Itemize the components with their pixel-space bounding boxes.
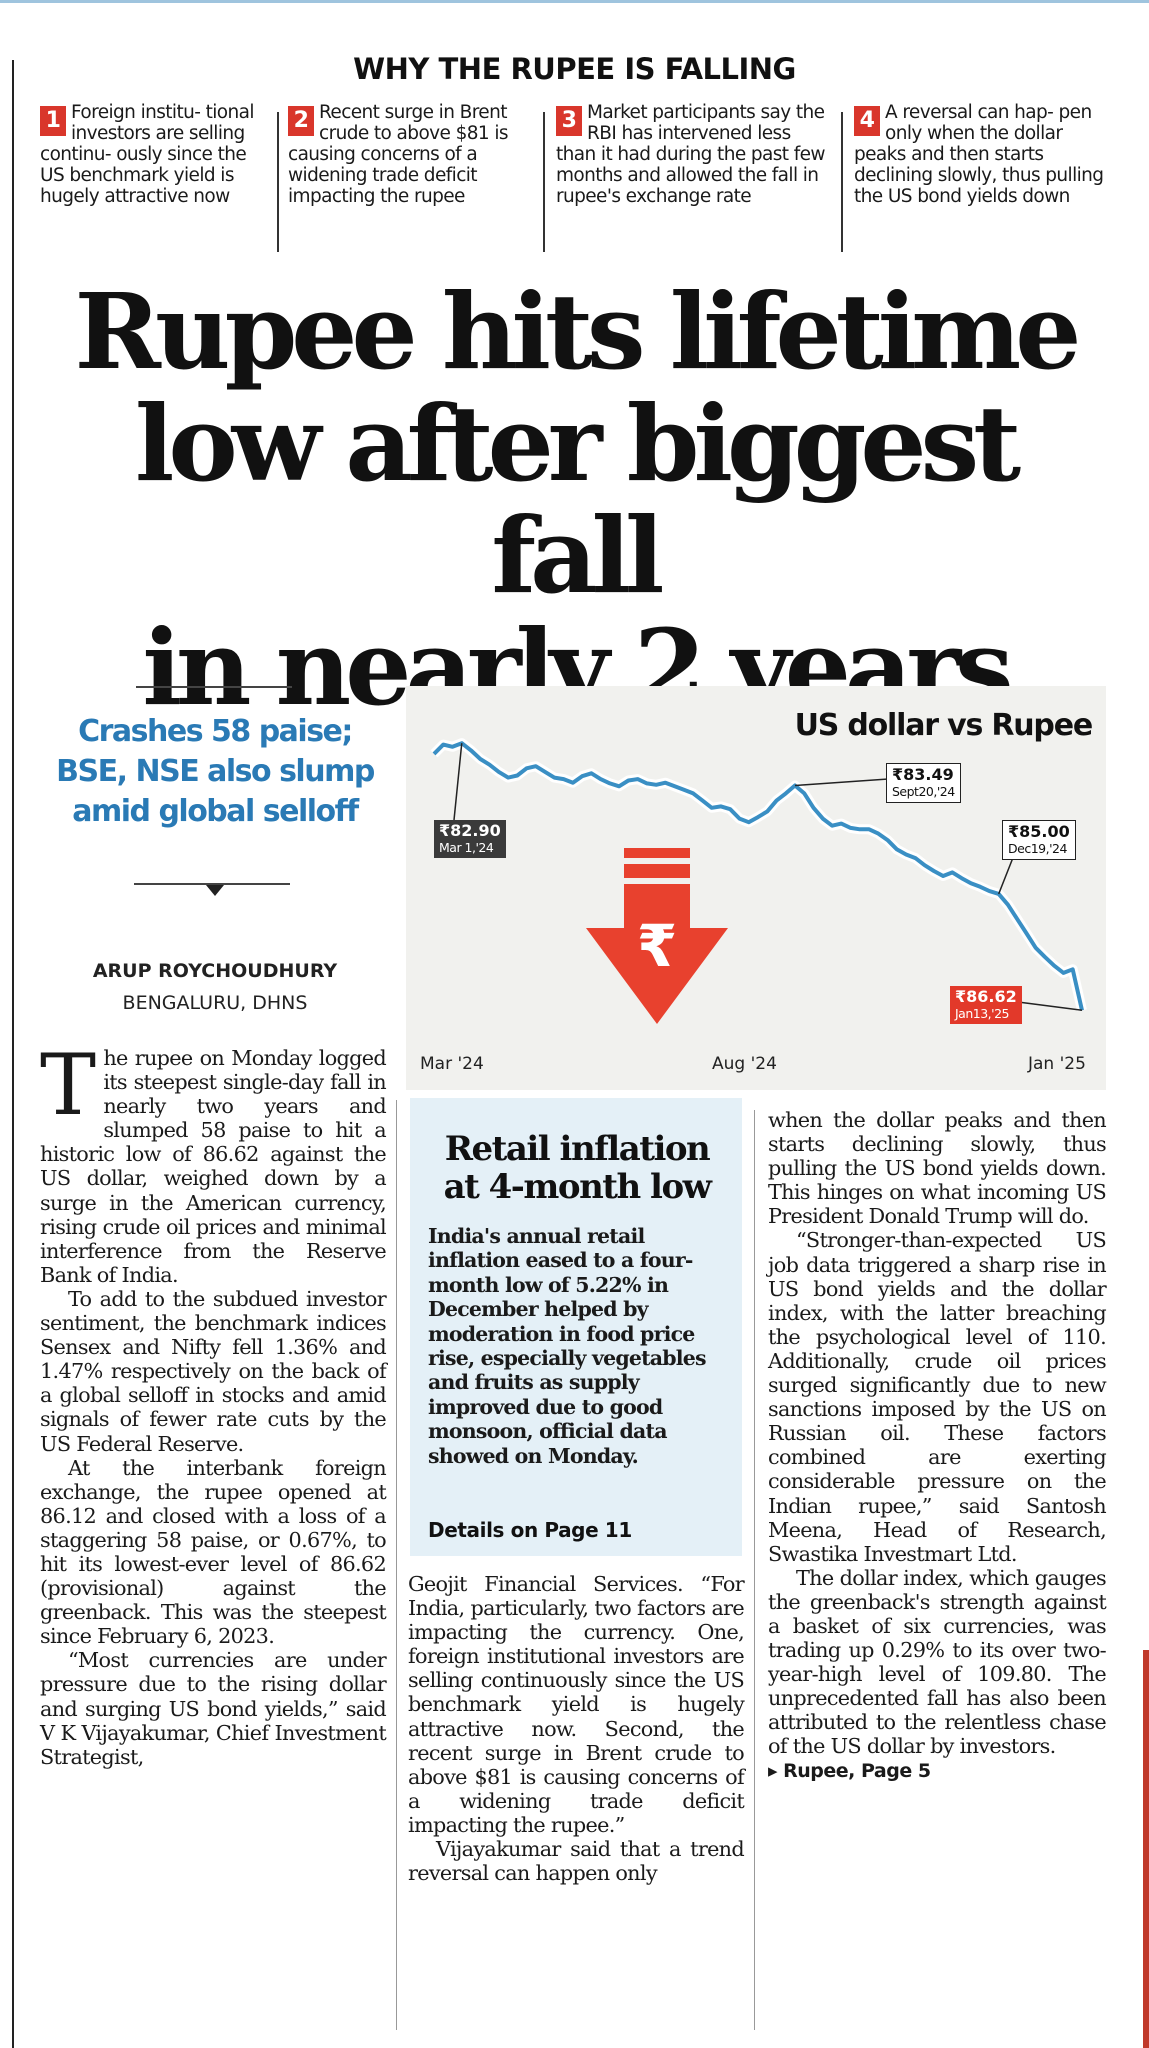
inflation-body: India's annual retail inflation eased to… <box>428 1224 707 1468</box>
subhead-line: BSE, NSE also slump <box>56 754 375 789</box>
why-point-4: 4 A reversal can hap- pen only when the … <box>854 102 1106 254</box>
callout-leader-line <box>794 777 903 787</box>
why-point-2: 2 Recent surge in Brent crude to above $… <box>288 102 536 254</box>
subhead-bottom-rule <box>134 883 290 885</box>
article-paragraph: Geojit Financial Services. “For India, p… <box>408 1572 745 1837</box>
article-paragraph: “Most currencies are under pressure due … <box>40 1648 387 1769</box>
callout-date: Sept20,'24 <box>892 784 955 799</box>
subhead-line: amid global selloff <box>72 794 359 829</box>
why-point-number: 2 <box>288 106 314 136</box>
chart-callout-start: ₹82.90 Mar 1,'24 <box>434 820 506 858</box>
article-column-2: Geojit Financial Services. “For India, p… <box>408 1572 745 1886</box>
subhead: Crashes 58 paise; BSE, NSE also slump am… <box>40 712 390 832</box>
svg-text:₹: ₹ <box>637 912 677 980</box>
chart-callout-dec: ₹85.00 Dec19,'24 <box>1002 820 1076 860</box>
article-paragraph: he rupee on Monday logged its steepest s… <box>40 1046 387 1287</box>
why-point-text: Foreign institu- tional investors are se… <box>40 102 255 207</box>
chart-title: US dollar vs Rupee <box>794 708 1094 743</box>
article-paragraph: when the dollar peaks and then starts de… <box>768 1108 1107 1229</box>
subhead-arrow-icon <box>206 885 224 896</box>
inflation-details-link[interactable]: Details on Page 11 <box>428 1518 632 1542</box>
callout-date: Jan13,'25 <box>955 1006 1009 1021</box>
inflation-box <box>410 1098 742 1556</box>
why-box-title: WHY THE RUPEE IS FALLING <box>353 52 796 86</box>
callout-leader-line <box>453 743 463 821</box>
headline-line: Rupee hits lifetime <box>74 270 1082 393</box>
article-column-3: when the dollar peaks and then starts de… <box>768 1108 1107 1783</box>
series-line <box>432 741 1084 1011</box>
jump-link[interactable]: ▸ Rupee, Page 5 <box>768 1759 931 1782</box>
series-line-halo <box>430 738 1087 1012</box>
x-tick-label: Mar '24 <box>420 1054 484 1074</box>
inflation-title-line: Retail inflation <box>444 1129 711 1169</box>
why-point-text: Recent surge in Brent crude to above $81… <box>288 102 509 207</box>
chart-callout-sept: ₹83.49 Sept20,'24 <box>886 763 961 803</box>
top-rule <box>0 0 1149 3</box>
byline-place: BENGALURU, DHNS <box>122 992 308 1014</box>
chart-callout-end: ₹86.62 Jan13,'25 <box>950 986 1022 1024</box>
why-point-3: 3 Market participants say the RBI has in… <box>556 102 832 254</box>
callout-leader-line <box>1017 1001 1083 1012</box>
article-paragraph: Vijayakumar said that a trend reversal c… <box>408 1837 745 1886</box>
inflation-title-line: at 4-month low <box>443 1167 712 1207</box>
article-paragraph: At the interbank foreign exchange, the r… <box>40 1455 387 1649</box>
headline-line: low after biggest fall <box>134 382 1021 617</box>
headline: Rupee hits lifetime low after biggest fa… <box>40 276 1110 724</box>
why-point-number: 1 <box>40 106 66 136</box>
column-separator <box>754 1110 755 2030</box>
callout-value: ₹85.00 <box>1008 822 1070 841</box>
why-point-text: Market participants say the RBI has inte… <box>556 102 826 207</box>
why-point-text: A reversal can hap- pen only when the do… <box>854 102 1104 207</box>
column-separator <box>396 1100 397 2030</box>
inflation-title: Retail inflation at 4-month low <box>422 1130 732 1206</box>
rupee-down-arrow-icon: ₹ <box>584 848 730 1026</box>
callout-date: Mar 1,'24 <box>439 840 494 855</box>
why-separator <box>543 112 545 252</box>
callout-value: ₹82.90 <box>439 821 501 840</box>
why-point-number: 3 <box>556 106 582 136</box>
article-paragraph: “Stronger-than-expected US job data trig… <box>768 1228 1107 1566</box>
right-accent-bar <box>1143 1650 1149 2048</box>
article-paragraph: To add to the subdued investor sentiment… <box>40 1286 387 1456</box>
callout-date: Dec19,'24 <box>1008 841 1067 856</box>
subhead-line: Crashes 58 paise; <box>78 714 353 749</box>
why-point-number: 4 <box>854 106 880 136</box>
subhead-top-rule <box>136 686 292 688</box>
why-point-1: 1 Foreign institu- tional investors are … <box>40 102 266 254</box>
usd-inr-line-chart <box>430 738 1087 1012</box>
article-paragraph: The dollar index, which gauges the green… <box>768 1565 1107 1759</box>
x-tick-label: Jan '25 <box>1028 1054 1086 1074</box>
why-separator <box>841 112 843 252</box>
why-separator <box>277 112 279 252</box>
callout-value: ₹83.49 <box>892 765 954 784</box>
x-tick-label: Aug '24 <box>712 1054 777 1074</box>
callout-value: ₹86.62 <box>955 987 1017 1006</box>
left-rule <box>12 60 14 2048</box>
byline-author: ARUP ROYCHOUDHURY <box>92 960 338 982</box>
drop-cap: T <box>40 1036 96 1134</box>
